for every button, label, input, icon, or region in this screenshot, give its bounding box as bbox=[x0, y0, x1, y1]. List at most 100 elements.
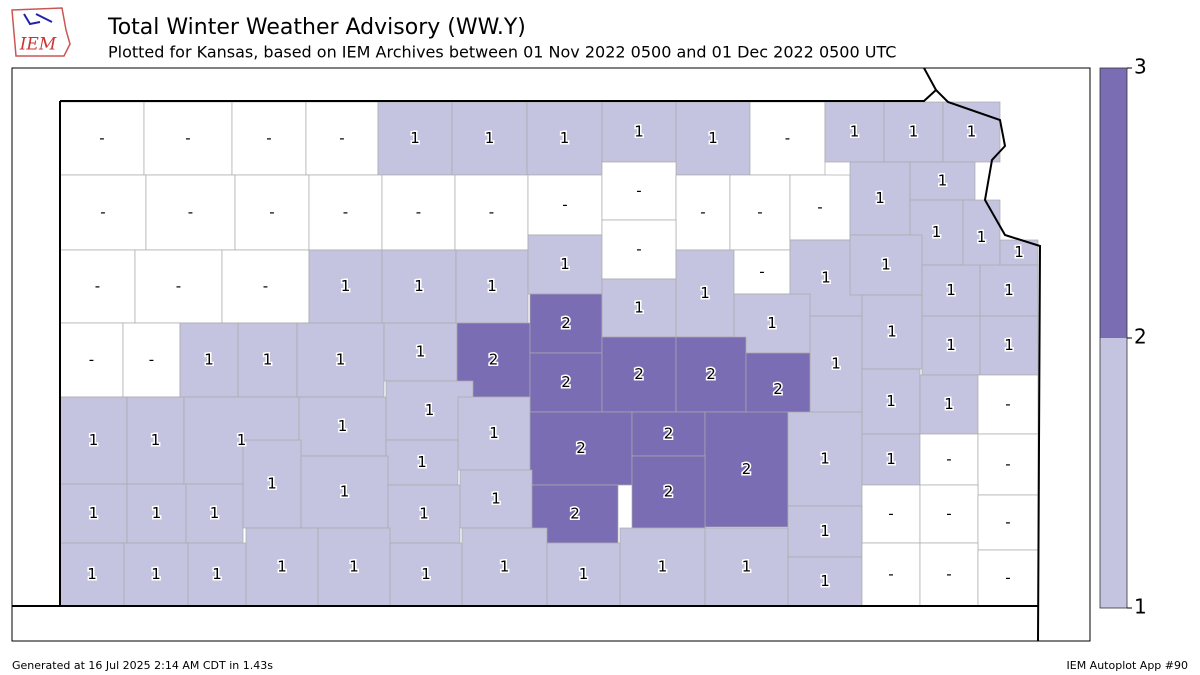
county-label: 1 bbox=[658, 558, 668, 576]
county-label: 1 bbox=[700, 284, 710, 302]
logo: IEM bbox=[11, 7, 71, 57]
county bbox=[455, 249, 529, 324]
county bbox=[59, 174, 147, 251]
county-label: - bbox=[946, 505, 951, 523]
county-label: - bbox=[269, 203, 274, 221]
county-label: 1 bbox=[938, 172, 948, 190]
county bbox=[787, 505, 863, 558]
county bbox=[601, 161, 677, 221]
county-label: 1 bbox=[89, 504, 99, 522]
county-label: - bbox=[946, 450, 951, 468]
county-label: 1 bbox=[263, 351, 273, 369]
county bbox=[387, 484, 461, 544]
county-label: 1 bbox=[336, 351, 346, 369]
county bbox=[383, 322, 458, 382]
county-label: 1 bbox=[946, 336, 956, 354]
county bbox=[185, 483, 244, 544]
county bbox=[529, 411, 633, 486]
county-label: 1 bbox=[338, 417, 348, 435]
county-label: 1 bbox=[967, 123, 977, 141]
county-label: 2 bbox=[576, 439, 586, 457]
county-label: 1 bbox=[416, 343, 426, 361]
county-label: 1 bbox=[887, 323, 897, 341]
counties: - - - - 1 1 1 1 1 - 1 1 1 - - - - - - - - - - - 1 1 1 1 1 - - - 1 1 1 1 - 1 - 1… bbox=[59, 101, 1039, 607]
county-label: 1 bbox=[909, 123, 919, 141]
county-label: 1 bbox=[151, 431, 161, 449]
county-label: 1 bbox=[87, 565, 97, 583]
county-label: 1 bbox=[946, 281, 956, 299]
county-label: 1 bbox=[151, 565, 161, 583]
county-label: - bbox=[185, 129, 190, 147]
county bbox=[733, 249, 791, 295]
state-outline bbox=[12, 88, 1042, 642]
county-label: - bbox=[817, 198, 822, 216]
county bbox=[789, 174, 851, 241]
county-label: 1 bbox=[212, 565, 222, 583]
county bbox=[631, 411, 706, 457]
county bbox=[787, 411, 863, 507]
colorbar: 1 2 3 bbox=[1099, 55, 1147, 619]
county bbox=[909, 161, 976, 201]
county bbox=[824, 101, 885, 163]
county bbox=[675, 174, 731, 251]
county-label: 1 bbox=[277, 558, 287, 576]
county-label: 1 bbox=[767, 314, 777, 332]
county-label: 1 bbox=[1004, 336, 1014, 354]
county-label: 2 bbox=[489, 351, 499, 369]
county bbox=[59, 249, 136, 324]
county-label: 1 bbox=[210, 504, 220, 522]
county-label: 1 bbox=[1004, 281, 1014, 299]
county-label: 2 bbox=[706, 365, 716, 383]
colorbar-tick-label: 1 bbox=[1134, 595, 1147, 619]
county bbox=[809, 315, 863, 413]
county-label: 1 bbox=[491, 490, 501, 508]
county-label: 2 bbox=[664, 483, 674, 501]
county bbox=[546, 542, 621, 607]
county bbox=[59, 101, 145, 176]
county-label: 1 bbox=[152, 504, 162, 522]
county bbox=[787, 556, 863, 607]
county bbox=[187, 542, 247, 607]
county bbox=[675, 336, 747, 413]
county bbox=[237, 322, 298, 398]
county-label: - bbox=[562, 196, 567, 214]
county-label: - bbox=[888, 565, 893, 583]
county-label: 1 bbox=[977, 228, 987, 246]
county bbox=[526, 101, 603, 176]
colorbar-tick-label: 3 bbox=[1134, 55, 1147, 79]
county-label: - bbox=[489, 203, 494, 221]
county bbox=[59, 322, 124, 398]
county-label: - bbox=[1005, 569, 1010, 587]
county bbox=[601, 219, 677, 280]
county-label: 1 bbox=[742, 558, 752, 576]
county bbox=[979, 264, 1039, 317]
county bbox=[245, 527, 319, 607]
county-label: 1 bbox=[340, 483, 350, 501]
county-label: 2 bbox=[570, 505, 580, 523]
county-label: - bbox=[99, 129, 104, 147]
county-label: 1 bbox=[267, 475, 277, 493]
county bbox=[849, 234, 923, 296]
county-label: - bbox=[176, 277, 181, 295]
county-label: 1 bbox=[417, 453, 427, 471]
county-label: - bbox=[416, 203, 421, 221]
county-label: - bbox=[785, 129, 790, 147]
county-label: - bbox=[339, 129, 344, 147]
county bbox=[123, 542, 189, 607]
county-label: 2 bbox=[742, 460, 752, 478]
county bbox=[377, 101, 453, 176]
county bbox=[242, 439, 302, 529]
county-label: 1 bbox=[886, 392, 896, 410]
county-label: 1 bbox=[89, 431, 99, 449]
county bbox=[179, 322, 239, 398]
county-label: 1 bbox=[881, 256, 891, 274]
county-label: 1 bbox=[489, 424, 499, 442]
colorbar-segment bbox=[1100, 68, 1127, 338]
county bbox=[861, 484, 921, 544]
county bbox=[919, 433, 979, 486]
county-label: - bbox=[946, 565, 951, 583]
county-label: 1 bbox=[886, 450, 896, 468]
county-label: 2 bbox=[773, 380, 783, 398]
county-label: 2 bbox=[561, 314, 571, 332]
county-label: 1 bbox=[820, 450, 830, 468]
